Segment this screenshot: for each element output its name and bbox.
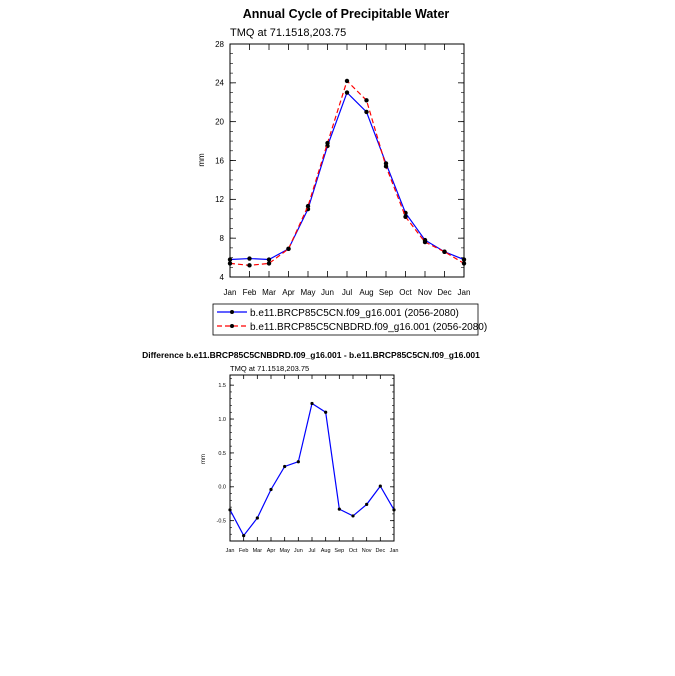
- chart2-plot: Jan Feb Mar Apr May Jun Jul Aug Sep Oct Nov Dec Jan -…: [217, 374, 399, 554]
- x-tick-label: May: [300, 288, 315, 297]
- x-tick-label: Jan: [226, 548, 235, 554]
- x-tick-label: Jan: [390, 548, 399, 554]
- series-2-point: [403, 214, 408, 220]
- series-2-point: [305, 203, 311, 209]
- series-2-point: [286, 246, 291, 252]
- series-2-point: [325, 140, 330, 146]
- chart1-ylabel: mm: [197, 153, 206, 167]
- series-2-point: [364, 98, 369, 103]
- x-tick-label: Aug: [359, 288, 373, 297]
- y-tick-label: 4: [220, 273, 225, 282]
- legend-label-series-1: b.e11.BRCP85C5CN.f09_g16.001 (2056-2080): [250, 308, 459, 319]
- series-2-point: [266, 261, 272, 266]
- series-1-point: [392, 508, 396, 512]
- series-line-1: [229, 402, 395, 537]
- series-2-point: [227, 261, 233, 266]
- series-1-point: [378, 484, 382, 488]
- x-tick-label: Jun: [294, 548, 303, 554]
- series-2-point: [442, 249, 447, 254]
- series-1-point: [337, 507, 341, 511]
- chart1-legend: b.e11.BRCP85C5CN.f09_g16.001 (2056-2080)…: [212, 303, 487, 336]
- legend-marker-series-2: [230, 324, 234, 328]
- x-tick-label: Jul: [308, 548, 315, 554]
- series-line-1: [229, 91, 465, 261]
- y-tick-label: 1.0: [218, 417, 226, 423]
- series-line-2: [229, 79, 465, 266]
- series-1-point: [283, 464, 287, 469]
- chart1-subtitle: TMQ at 71.1518,203.75: [230, 27, 346, 39]
- y-tick-label: 0.5: [218, 451, 226, 457]
- x-tick-label: Feb: [243, 288, 257, 297]
- y-tick-label: 8: [220, 234, 225, 243]
- series-1-point: [296, 460, 300, 464]
- x-tick-label: Dec: [375, 548, 385, 554]
- chart1-plot: Jan Feb Mar Apr May Jun Jul Aug Sep Oct Nov Dec Jan 4…: [215, 40, 470, 297]
- series-1-point: [344, 90, 350, 95]
- x-tick-label: Apr: [282, 288, 295, 297]
- series-1-point: [255, 516, 259, 520]
- chart2-title: Difference b.e11.BRCP85C5CNBDRD.f09_g16.…: [142, 350, 480, 360]
- series-1-point: [227, 257, 233, 262]
- x-tick-label: Oct: [399, 288, 412, 297]
- series-2-point: [461, 261, 467, 266]
- y-tick-label: -0.5: [217, 519, 226, 525]
- x-tick-label: Apr: [267, 548, 276, 554]
- x-tick-label: Jul: [342, 288, 352, 297]
- series-1-point: [247, 256, 252, 261]
- plot-frame: [229, 374, 395, 542]
- series-1-point: [266, 257, 272, 262]
- y-tick-label: 0.0: [218, 485, 226, 491]
- series-2-point: [247, 263, 252, 268]
- legend-entry-series-2: b.e11.BRCP85C5CNBDRD.f09_g16.001 (2056-2…: [217, 322, 487, 333]
- legend-marker-series-1: [230, 310, 234, 314]
- y-tick-label: 16: [215, 156, 224, 165]
- x-tick-label: Sep: [334, 548, 344, 554]
- series-1-point: [403, 210, 408, 216]
- x-tick-label: Mar: [262, 288, 276, 297]
- y-tick-label: 1.5: [218, 383, 226, 389]
- series-2-point: [344, 78, 350, 84]
- x-tick-label: Nov: [418, 288, 432, 297]
- series-2-point: [422, 239, 428, 245]
- y-tick-label: 20: [215, 117, 224, 126]
- x-tick-label: Oct: [349, 548, 358, 554]
- y-tick-label: 24: [215, 79, 224, 88]
- chart2-subtitle: TMQ at 71.1518,203.75: [230, 364, 309, 373]
- x-tick-label: May: [279, 548, 290, 554]
- x-tick-label: Mar: [253, 548, 263, 554]
- chart2-ylabel: mm: [201, 454, 207, 464]
- legend-entry-series-1: b.e11.BRCP85C5CN.f09_g16.001 (2056-2080): [217, 308, 459, 319]
- series-1-point: [324, 410, 328, 414]
- series-2-point: [383, 164, 389, 169]
- x-tick-label: Aug: [321, 548, 331, 554]
- series-1-point: [242, 533, 246, 538]
- legend-label-series-2: b.e11.BRCP85C5CNBDRD.f09_g16.001 (2056-2…: [250, 322, 487, 333]
- x-tick-label: Sep: [379, 288, 394, 297]
- x-tick-label: Jan: [458, 288, 471, 297]
- series-1-point: [228, 508, 232, 512]
- series-1-point: [351, 514, 355, 518]
- series-1-point: [364, 109, 369, 115]
- x-tick-label: Nov: [362, 548, 372, 554]
- x-tick-label: Jun: [321, 288, 334, 297]
- x-tick-label: Feb: [239, 548, 248, 554]
- series-1-point: [269, 487, 273, 492]
- series-1-point: [461, 257, 467, 262]
- y-tick-label: 28: [215, 40, 224, 49]
- series-1-point: [365, 502, 369, 507]
- legend-box: [212, 303, 479, 336]
- series-1-point: [310, 401, 314, 406]
- x-tick-label: Dec: [437, 288, 451, 297]
- chart1-title: Annual Cycle of Precipitable Water: [243, 7, 450, 21]
- x-tick-label: Jan: [224, 288, 237, 297]
- y-tick-label: 12: [215, 195, 224, 204]
